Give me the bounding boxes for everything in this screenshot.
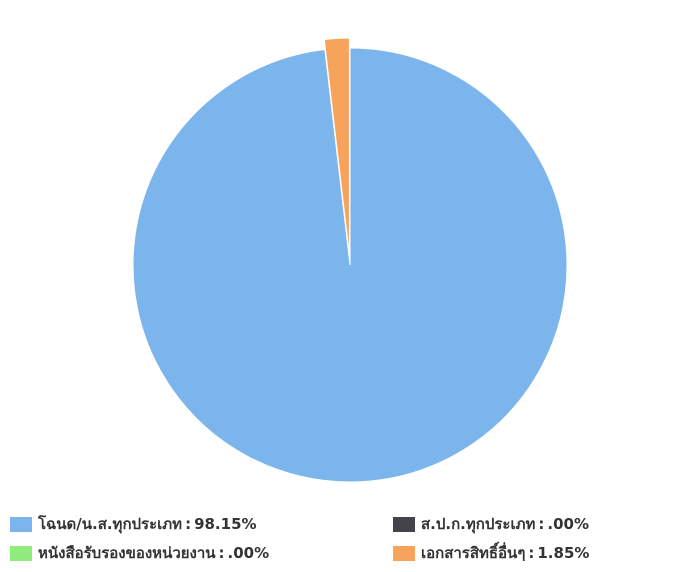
legend-item-spk[interactable]: ส.ป.ก.ทุกประเภท : .00%	[393, 512, 589, 536]
slice-other-documents[interactable]	[323, 37, 350, 256]
legend-label: เอกสารสิทธิ์อื่นๆ	[421, 544, 526, 562]
legend-swatch	[10, 516, 32, 532]
slice-title-deed[interactable]	[132, 47, 568, 483]
legend-swatch	[393, 516, 415, 532]
legend-value: .00%	[547, 515, 589, 533]
legend-value: 1.85%	[537, 544, 590, 562]
legend-label: หนังสือรับรองของหน่วยงาน	[38, 544, 216, 562]
legend-value: .00%	[227, 544, 270, 562]
legend-item-other-documents[interactable]: เอกสารสิทธิ์อื่นๆ : 1.85%	[393, 541, 589, 565]
legend-item-agency-certificate[interactable]: หนังสือรับรองของหน่วยงาน : .00%	[10, 541, 269, 565]
legend-separator: :	[185, 515, 192, 533]
legend-separator: :	[538, 515, 545, 533]
legend-label: ส.ป.ก.ทุกประเภท	[421, 515, 536, 533]
chart-legend: โฉนด/น.ส.ทุกประเภท : 98.15% ส.ป.ก.ทุกประ…	[0, 505, 685, 565]
legend-value: 98.15%	[194, 515, 257, 533]
legend-separator: :	[528, 544, 535, 562]
legend-separator: :	[218, 544, 225, 562]
legend-item-title-deed[interactable]: โฉนด/น.ส.ทุกประเภท : 98.15%	[10, 512, 257, 536]
legend-swatch	[393, 545, 415, 561]
pie-plot-area	[132, 37, 568, 483]
legend-swatch	[10, 545, 32, 561]
legend-label: โฉนด/น.ส.ทุกประเภท	[38, 515, 183, 533]
